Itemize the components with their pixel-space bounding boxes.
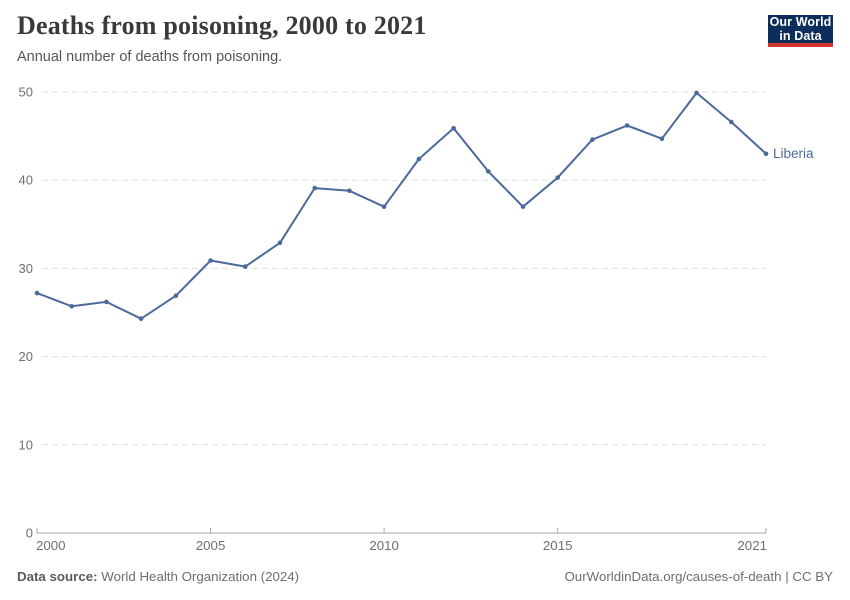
data-point-marker[interactable] (381, 204, 387, 209)
chart-subtitle: Annual number of deaths from poisoning. (17, 48, 283, 65)
y-tick-label: 50 (19, 85, 33, 100)
series-end-label[interactable]: Liberia (773, 146, 814, 161)
x-tick-label: 2000 (36, 538, 66, 553)
y-tick-label: 0 (26, 526, 33, 541)
data-point-marker[interactable] (69, 304, 74, 309)
data-point-marker[interactable] (451, 125, 456, 131)
data-source-value: World Health Organization (2024) (101, 569, 300, 584)
data-point-marker[interactable] (34, 290, 40, 296)
header: Deaths from poisoning, 2000 to 2021 Annu… (17, 10, 737, 66)
data-point-marker[interactable] (138, 316, 144, 322)
owid-logo-line2: in Data (779, 29, 822, 43)
data-point-marker[interactable] (520, 204, 526, 209)
data-point-marker[interactable] (729, 119, 734, 125)
data-point-marker[interactable] (243, 264, 248, 269)
y-tick-label: 40 (19, 173, 33, 188)
owid-logo[interactable]: Our World in Data (768, 15, 833, 47)
data-point-marker[interactable] (347, 188, 352, 194)
y-tick-label: 10 (19, 437, 33, 452)
data-point-marker[interactable] (590, 137, 595, 142)
series-line (36, 91, 767, 320)
data-point-marker[interactable] (486, 169, 491, 174)
footer-citation-link[interactable]: OurWorldinData.org/causes-of-death | CC … (564, 569, 833, 584)
x-tick-label: 2005 (196, 538, 226, 553)
data-source-note: Data source: World Health Organization (… (17, 569, 299, 584)
data-point-marker[interactable] (208, 258, 213, 263)
data-point-marker[interactable] (312, 185, 318, 191)
data-point-marker[interactable] (659, 136, 665, 141)
data-point-marker[interactable] (763, 151, 769, 156)
x-tick-label: 2010 (369, 538, 399, 553)
data-point-marker[interactable] (624, 123, 630, 128)
data-point-marker[interactable] (555, 175, 560, 180)
data-point-marker[interactable] (104, 299, 109, 305)
data-source-label: Data source: (17, 569, 98, 584)
y-tick-label: 30 (19, 261, 33, 276)
data-point-marker[interactable] (416, 156, 422, 162)
page-title: Deaths from poisoning, 2000 to 2021 (17, 11, 427, 40)
x-tick-label: 2015 (543, 538, 573, 553)
owid-logo-line1: Our World (769, 15, 832, 29)
data-point-marker[interactable] (277, 240, 283, 246)
data-point-marker[interactable] (694, 90, 699, 96)
y-tick-label: 20 (19, 349, 33, 364)
x-tick-label: 2021 (737, 538, 767, 553)
data-point-marker[interactable] (173, 293, 179, 299)
